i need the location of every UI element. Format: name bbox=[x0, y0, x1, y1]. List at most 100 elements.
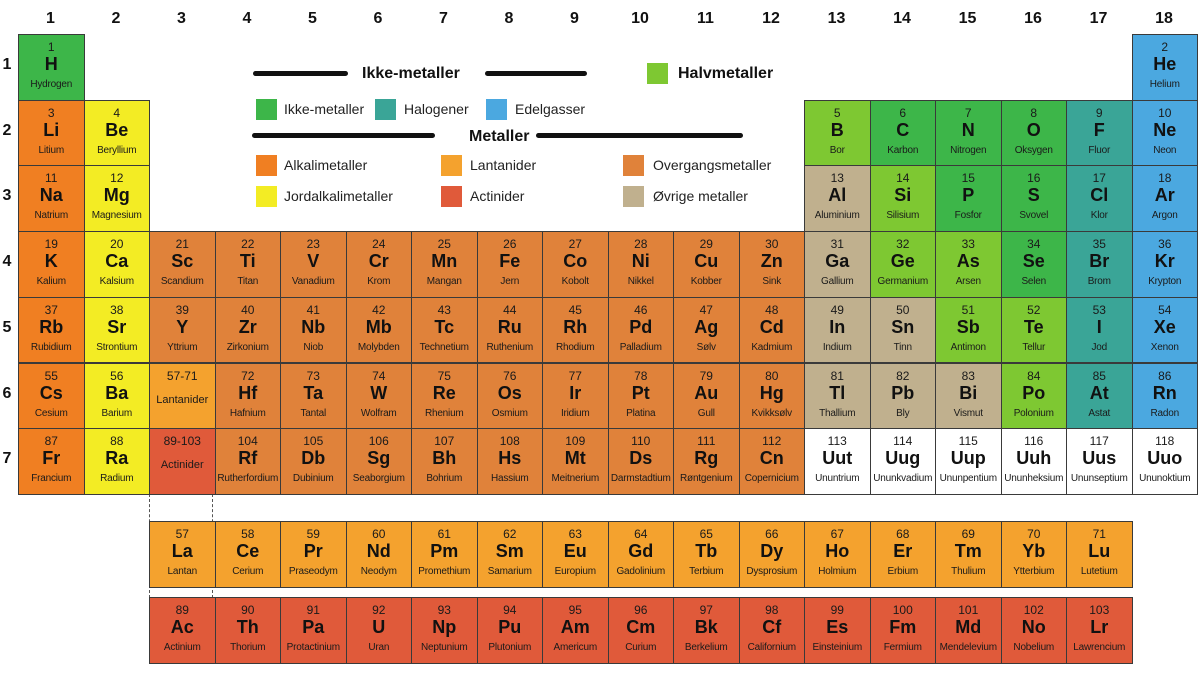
element-cell[interactable]: 35 Br Brom bbox=[1066, 231, 1133, 298]
element-cell[interactable]: 32 Ge Germanium bbox=[869, 231, 936, 298]
element-cell[interactable]: 81 Tl Thallium bbox=[804, 362, 871, 430]
element-cell[interactable]: 25 Mn Mangan bbox=[411, 231, 478, 298]
element-cell[interactable]: 60 Nd Neodym bbox=[345, 521, 412, 588]
element-cell[interactable]: 107 Bh Bohrium bbox=[411, 428, 478, 495]
element-cell[interactable]: 13 Al Aluminium bbox=[804, 165, 871, 233]
element-cell[interactable]: 48 Cd Kadmium bbox=[738, 296, 805, 364]
element-cell[interactable]: 114 Uug Ununkvadium bbox=[869, 428, 936, 495]
element-cell[interactable]: 31 Ga Gallium bbox=[804, 231, 871, 298]
element-cell[interactable]: 37 Rb Rubidium bbox=[18, 296, 85, 364]
element-cell[interactable]: 50 Sn Tinn bbox=[869, 296, 936, 364]
element-cell[interactable]: 49 In Indium bbox=[804, 296, 871, 364]
element-cell[interactable]: 78 Pt Platina bbox=[607, 362, 674, 430]
element-cell[interactable]: 109 Mt Meitnerium bbox=[542, 428, 609, 495]
element-cell[interactable]: 43 Tc Technetium bbox=[411, 296, 478, 364]
element-cell[interactable]: 83 Bi Vismut bbox=[935, 362, 1002, 430]
element-cell[interactable]: 87 Fr Francium bbox=[18, 428, 85, 495]
element-cell[interactable]: 70 Yb Ytterbium bbox=[1000, 521, 1067, 588]
element-cell[interactable]: 20 Ca Kalsium bbox=[83, 231, 150, 298]
element-cell[interactable]: 100 Fm Fermium bbox=[869, 597, 936, 664]
element-cell[interactable]: 66 Dy Dysprosium bbox=[738, 521, 805, 588]
element-cell[interactable]: 63 Eu Europium bbox=[542, 521, 609, 588]
element-cell[interactable]: 93 Np Neptunium bbox=[411, 597, 478, 664]
element-cell[interactable]: 104 Rf Rutherfordium bbox=[214, 428, 281, 495]
element-cell[interactable]: 52 Te Tellur bbox=[1000, 296, 1067, 364]
element-cell[interactable]: 39 Y Yttrium bbox=[149, 296, 216, 364]
element-cell[interactable]: 40 Zr Zirkonium bbox=[214, 296, 281, 364]
element-cell[interactable]: 59 Pr Praseodym bbox=[280, 521, 347, 588]
series-placeholder-cell[interactable]: 89-103 Actinider bbox=[149, 428, 216, 495]
element-cell[interactable]: 73 Ta Tantal bbox=[280, 362, 347, 430]
element-cell[interactable]: 34 Se Selen bbox=[1000, 231, 1067, 298]
element-cell[interactable]: 58 Ce Cerium bbox=[214, 521, 281, 588]
element-cell[interactable]: 76 Os Osmium bbox=[476, 362, 543, 430]
element-cell[interactable]: 44 Ru Ruthenium bbox=[476, 296, 543, 364]
element-cell[interactable]: 71 Lu Lutetium bbox=[1066, 521, 1133, 588]
element-cell[interactable]: 118 Uuo Ununoktium bbox=[1131, 428, 1198, 495]
element-cell[interactable]: 33 As Arsen bbox=[935, 231, 1002, 298]
element-cell[interactable]: 77 Ir Iridium bbox=[542, 362, 609, 430]
element-cell[interactable]: 69 Tm Thulium bbox=[935, 521, 1002, 588]
element-cell[interactable]: 106 Sg Seaborgium bbox=[345, 428, 412, 495]
element-cell[interactable]: 89 Ac Actinium bbox=[149, 597, 216, 664]
element-cell[interactable]: 51 Sb Antimon bbox=[935, 296, 1002, 364]
element-cell[interactable]: 19 K Kalium bbox=[18, 231, 85, 298]
element-cell[interactable]: 5 B Bor bbox=[804, 99, 871, 167]
element-cell[interactable]: 98 Cf Californium bbox=[738, 597, 805, 664]
element-cell[interactable]: 72 Hf Hafnium bbox=[214, 362, 281, 430]
element-cell[interactable]: 3 Li Litium bbox=[18, 99, 85, 167]
element-cell[interactable]: 30 Zn Sink bbox=[738, 231, 805, 298]
element-cell[interactable]: 67 Ho Holmium bbox=[804, 521, 871, 588]
element-cell[interactable]: 29 Cu Kobber bbox=[673, 231, 740, 298]
element-cell[interactable]: 26 Fe Jern bbox=[476, 231, 543, 298]
element-cell[interactable]: 10 Ne Neon bbox=[1131, 99, 1198, 167]
element-cell[interactable]: 45 Rh Rhodium bbox=[542, 296, 609, 364]
element-cell[interactable]: 17 Cl Klor bbox=[1066, 165, 1133, 233]
element-cell[interactable]: 56 Ba Barium bbox=[83, 362, 150, 430]
element-cell[interactable]: 12 Mg Magnesium bbox=[83, 165, 150, 233]
element-cell[interactable]: 95 Am Americum bbox=[542, 597, 609, 664]
element-cell[interactable]: 117 Uus Ununseptium bbox=[1066, 428, 1133, 495]
element-cell[interactable]: 9 F Fluor bbox=[1066, 99, 1133, 167]
element-cell[interactable]: 14 Si Silisium bbox=[869, 165, 936, 233]
element-cell[interactable]: 101 Md Mendelevium bbox=[935, 597, 1002, 664]
element-cell[interactable]: 99 Es Einsteinium bbox=[804, 597, 871, 664]
element-cell[interactable]: 68 Er Erbium bbox=[869, 521, 936, 588]
element-cell[interactable]: 65 Tb Terbium bbox=[673, 521, 740, 588]
element-cell[interactable]: 11 Na Natrium bbox=[18, 165, 85, 233]
element-cell[interactable]: 94 Pu Plutonium bbox=[476, 597, 543, 664]
element-cell[interactable]: 85 At Astat bbox=[1066, 362, 1133, 430]
element-cell[interactable]: 24 Cr Krom bbox=[345, 231, 412, 298]
element-cell[interactable]: 105 Db Dubinium bbox=[280, 428, 347, 495]
element-cell[interactable]: 42 Mb Molybden bbox=[345, 296, 412, 364]
element-cell[interactable]: 103 Lr Lawrencium bbox=[1066, 597, 1133, 664]
element-cell[interactable]: 46 Pd Palladium bbox=[607, 296, 674, 364]
element-cell[interactable]: 36 Kr Krypton bbox=[1131, 231, 1198, 298]
element-cell[interactable]: 2 He Helium bbox=[1131, 34, 1198, 101]
element-cell[interactable]: 4 Be Beryllium bbox=[83, 99, 150, 167]
element-cell[interactable]: 92 U Uran bbox=[345, 597, 412, 664]
element-cell[interactable]: 28 Ni Nikkel bbox=[607, 231, 674, 298]
element-cell[interactable]: 116 Uuh Ununheksium bbox=[1000, 428, 1067, 495]
element-cell[interactable]: 80 Hg Kvikksølv bbox=[738, 362, 805, 430]
element-cell[interactable]: 16 S Svovel bbox=[1000, 165, 1067, 233]
element-cell[interactable]: 1 H Hydrogen bbox=[18, 34, 85, 101]
element-cell[interactable]: 8 O Oksygen bbox=[1000, 99, 1067, 167]
element-cell[interactable]: 90 Th Thorium bbox=[214, 597, 281, 664]
element-cell[interactable]: 15 P Fosfor bbox=[935, 165, 1002, 233]
element-cell[interactable]: 75 Re Rhenium bbox=[411, 362, 478, 430]
element-cell[interactable]: 108 Hs Hassium bbox=[476, 428, 543, 495]
element-cell[interactable]: 64 Gd Gadolinium bbox=[607, 521, 674, 588]
element-cell[interactable]: 22 Ti Titan bbox=[214, 231, 281, 298]
element-cell[interactable]: 21 Sc Scandium bbox=[149, 231, 216, 298]
element-cell[interactable]: 74 W Wolfram bbox=[345, 362, 412, 430]
element-cell[interactable]: 111 Rg Røntgenium bbox=[673, 428, 740, 495]
element-cell[interactable]: 91 Pa Protactinium bbox=[280, 597, 347, 664]
series-placeholder-cell[interactable]: 57-71 Lantanider bbox=[149, 362, 216, 430]
element-cell[interactable]: 27 Co Kobolt bbox=[542, 231, 609, 298]
element-cell[interactable]: 115 Uup Ununpentium bbox=[935, 428, 1002, 495]
element-cell[interactable]: 62 Sm Samarium bbox=[476, 521, 543, 588]
element-cell[interactable]: 55 Cs Cesium bbox=[18, 362, 85, 430]
element-cell[interactable]: 7 N Nitrogen bbox=[935, 99, 1002, 167]
element-cell[interactable]: 57 La Lantan bbox=[149, 521, 216, 588]
